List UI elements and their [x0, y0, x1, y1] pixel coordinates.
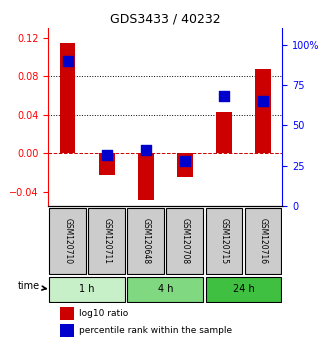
Bar: [138, 153, 153, 200]
FancyBboxPatch shape: [205, 276, 281, 302]
FancyBboxPatch shape: [49, 276, 125, 302]
Text: log10 ratio: log10 ratio: [79, 309, 128, 318]
Text: GSM120710: GSM120710: [63, 218, 72, 264]
Bar: [99, 153, 115, 175]
FancyBboxPatch shape: [127, 276, 203, 302]
Point: [104, 152, 109, 158]
FancyBboxPatch shape: [245, 208, 281, 274]
Text: GSM120708: GSM120708: [180, 218, 189, 264]
Text: GSM120711: GSM120711: [102, 218, 111, 264]
Bar: [255, 69, 271, 153]
Bar: [177, 153, 193, 177]
FancyBboxPatch shape: [167, 208, 203, 274]
Text: GSM120715: GSM120715: [219, 218, 229, 264]
FancyBboxPatch shape: [127, 208, 164, 274]
Text: 1 h: 1 h: [80, 284, 95, 294]
Text: 4 h: 4 h: [158, 284, 173, 294]
Bar: [216, 112, 232, 153]
FancyBboxPatch shape: [49, 208, 86, 274]
Point: [65, 58, 70, 63]
Point: [260, 98, 265, 104]
Bar: [60, 324, 74, 337]
Text: 24 h: 24 h: [232, 284, 254, 294]
Text: GSM120648: GSM120648: [141, 218, 150, 264]
Point: [143, 147, 148, 153]
Text: time: time: [18, 281, 46, 291]
Bar: [60, 307, 74, 320]
Point: [221, 93, 226, 99]
Bar: [60, 43, 75, 153]
Point: [182, 158, 187, 164]
Text: GSM120716: GSM120716: [258, 218, 267, 264]
FancyBboxPatch shape: [88, 208, 125, 274]
Title: GDS3433 / 40232: GDS3433 / 40232: [110, 13, 221, 26]
FancyBboxPatch shape: [205, 208, 242, 274]
Text: percentile rank within the sample: percentile rank within the sample: [79, 326, 232, 335]
